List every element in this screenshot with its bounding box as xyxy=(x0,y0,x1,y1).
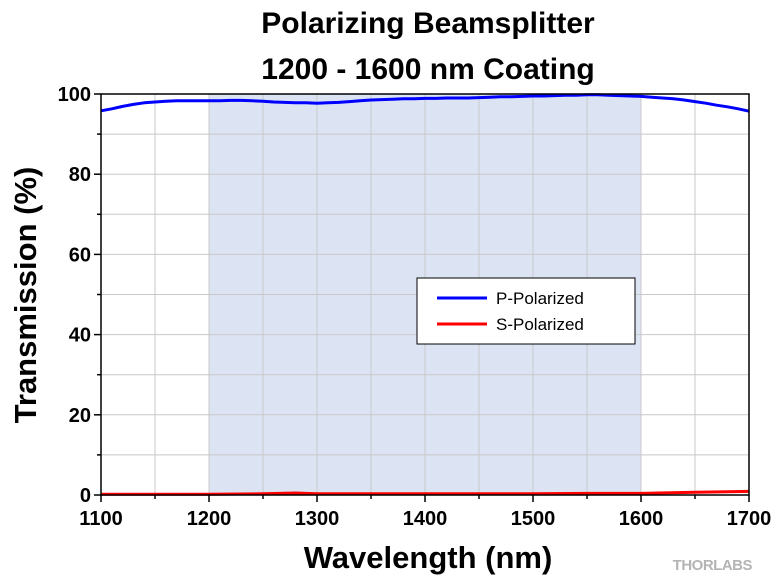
y-tick-label: 20 xyxy=(69,405,91,427)
legend: P-Polarized S-Polarized xyxy=(416,277,636,345)
legend-box xyxy=(416,277,636,345)
chart-title-line-1: Polarizing Beamsplitter xyxy=(261,7,595,40)
ticks xyxy=(94,93,750,502)
x-tick-label: 1400 xyxy=(403,508,448,530)
series-layer xyxy=(100,93,750,496)
y-tick-label: 100 xyxy=(58,84,91,106)
y-axis-label: Transmission (%) xyxy=(8,167,43,424)
y-tick-label: 60 xyxy=(69,244,91,266)
thorlabs-logo: THORLABS xyxy=(673,557,753,574)
legend-label-s-polarized: S-Polarized xyxy=(496,315,584,334)
y-tick-label: 80 xyxy=(69,164,91,186)
y-tick-label: 0 xyxy=(80,485,91,507)
series-line-s-polarized xyxy=(101,489,750,496)
legend-label-p-polarized: P-Polarized xyxy=(496,289,584,308)
x-tick-label: 1700 xyxy=(727,508,772,530)
x-tick-label: 1600 xyxy=(619,508,664,530)
tick-labels: 1100 1200 1300 1400 1500 1600 1700 0 20 40 60 80 100 xyxy=(58,84,772,530)
series-line-p-polarized xyxy=(100,93,750,113)
x-tick-label: 1300 xyxy=(295,508,340,530)
chart-title-line-2: 1200 - 1600 nm Coating xyxy=(261,53,594,86)
x-tick-label: 1200 xyxy=(187,508,232,530)
x-axis-label: Wavelength (nm) xyxy=(304,540,553,575)
x-tick-label: 1500 xyxy=(511,508,556,530)
y-tick-label: 40 xyxy=(69,325,91,347)
x-tick-label: 1100 xyxy=(79,508,122,530)
